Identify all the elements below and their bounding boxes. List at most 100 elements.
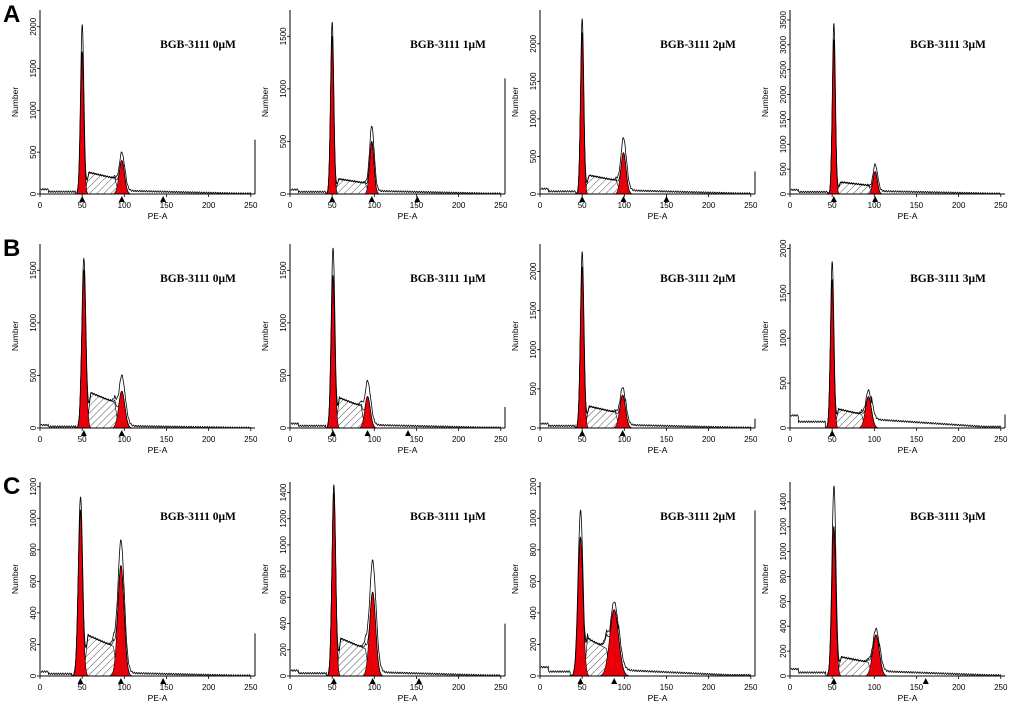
x-tick-label: 150 [660,201,674,210]
y-axis-title: Number [260,87,270,117]
x-axis-title: PE-A [398,693,418,703]
x-tick-label: 100 [368,683,382,692]
x-tick-label: 100 [868,201,882,210]
x-tick-label: 100 [868,683,882,692]
y-tick-label: 0 [779,425,788,430]
gate-marker [368,196,375,202]
model-fit-line [40,270,251,429]
y-tick-label: 2000 [779,85,788,103]
panel-title: BGB-3111 2μM [660,511,736,523]
panel-title: BGB-3111 0μM [160,273,236,285]
gate-marker [416,678,422,684]
model-fit-line [540,32,751,195]
gate-marker [118,196,125,202]
x-tick-label: 150 [160,435,174,444]
panel-title: BGB-3111 1μM [410,511,486,523]
panel-title: BGB-3111 1μM [410,273,486,285]
x-tick-label: 250 [494,201,508,210]
x-tick-label: 250 [744,201,758,210]
x-tick-label: 250 [494,683,508,692]
gate-marker [369,678,376,684]
y-axis-title: Number [510,321,520,351]
panel-title: BGB-3111 3μM [910,273,986,285]
y-tick-label: 0 [529,425,538,430]
y-tick-label: 0 [29,425,38,430]
gate-marker [830,196,837,202]
x-axis-title: PE-A [898,693,918,703]
x-tick-label: 200 [452,435,466,444]
histogram-line [40,496,251,677]
x-tick-label: 50 [578,435,587,444]
y-tick-label: 0 [279,673,288,678]
g1-peak [325,36,339,195]
y-tick-label: 1000 [279,79,288,97]
y-tick-label: 500 [779,162,788,176]
x-tick-label: 200 [702,435,716,444]
y-axis-title: Number [260,321,270,351]
y-axis-title: Number [260,564,270,594]
y-tick-label: 1500 [529,72,538,90]
gate-marker [79,196,86,202]
y-tick-label: 1200 [29,477,38,495]
y-tick-label: 0 [779,673,788,678]
y-axis-title: Number [760,87,770,117]
panel-title: BGB-3111 3μM [910,511,986,523]
x-tick-label: 150 [160,683,174,692]
x-tick-label: 0 [538,435,543,444]
y-tick-label: 2500 [779,60,788,78]
row-label-a: A [3,1,20,28]
gate-marker [80,430,87,436]
x-axis-title: PE-A [648,445,668,455]
x-axis-title: PE-A [648,693,668,703]
y-tick-label: 0 [529,191,538,196]
y-tick-label: 400 [29,606,38,620]
x-axis-title: PE-A [898,211,918,221]
panel-title: BGB-3111 2μM [660,39,736,51]
histogram-panel-5: 0 50 100 150 200 250 0 500 1000 1500 PE-A Number BGB… [10,244,258,455]
g1-peak [75,50,89,195]
x-axis-title: PE-A [148,693,168,703]
y-tick-label: 1500 [279,27,288,45]
y-tick-label: 1500 [29,261,38,279]
gate-marker [77,678,84,684]
gate-marker [922,678,929,684]
x-tick-label: 0 [38,201,43,210]
gate-marker [405,430,412,436]
histogram-panel-3: 0 50 100 150 200 250 0 500 1000 1500 2000 PE-A Numbe… [510,10,758,221]
gate-marker [830,678,837,684]
x-tick-label: 100 [868,435,882,444]
y-tick-label: 1500 [779,284,788,302]
x-tick-label: 150 [410,201,424,210]
histogram-panel-4: 0 50 100 150 200 2500500100015002000250030003… [760,10,1008,221]
gate-marker [330,430,336,436]
x-tick-label: 0 [38,683,43,692]
gate-marker [619,430,626,436]
histogram-panel-2: 0 50 100 150 200 250 0 500 1000 1500 PE-A Number BGB… [260,10,508,221]
y-tick-label: 2000 [529,34,538,52]
x-tick-label: 200 [452,201,466,210]
y-tick-label: 1200 [279,509,288,527]
x-tick-label: 100 [118,435,132,444]
y-tick-label: 200 [279,643,288,657]
x-tick-label: 0 [288,201,293,210]
y-tick-label: 500 [29,145,38,159]
x-tick-label: 50 [328,683,337,692]
y-tick-label: 400 [529,606,538,620]
x-tick-label: 250 [744,435,758,444]
x-axis-title: PE-A [148,445,168,455]
x-tick-label: 150 [660,435,674,444]
model-fit-line [40,509,251,677]
y-tick-label: 1500 [529,301,538,319]
x-tick-label: 200 [952,435,966,444]
model-fit-line [290,36,501,195]
gate-marker [160,196,167,202]
y-tick-label: 0 [279,425,288,430]
model-fit-line [790,525,1001,677]
x-axis-title: PE-A [148,211,168,221]
histogram-panel-9: 0 50 100 150 200 250 0 200 400 600 800 1000 1200 PE-A… [10,477,258,703]
g1-peak [575,32,589,195]
x-tick-label: 150 [910,683,924,692]
histogram-line [790,261,1002,429]
histogram-panel-10: 0 50 100 150 200 250 0 200 400 600 800 1000 1200 1400… [260,482,508,703]
histogram-panel-1: 0 50 100 150 200 250 0 500 1000 1500 2000 PE-A Numbe… [10,10,258,221]
